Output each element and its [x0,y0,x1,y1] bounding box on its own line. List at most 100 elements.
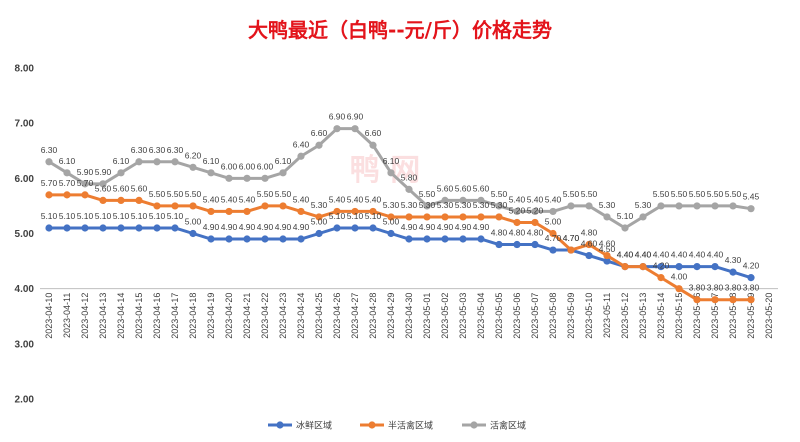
data-point [387,213,395,221]
data-label: 5.10 [95,211,112,221]
y-tick-label: 2.00 [15,395,35,406]
data-label: 5.50 [257,189,274,199]
data-label: 5.50 [149,189,166,199]
data-label: 5.60 [95,183,112,193]
x-tick-label: 2023-05-10 [584,293,594,339]
data-label: 5.10 [347,211,364,221]
data-label: 6.30 [167,145,184,155]
data-point [459,235,467,243]
data-label: 5.10 [617,211,634,221]
data-label: 4.70 [545,233,562,243]
data-point [333,125,341,133]
data-label: 4.20 [743,261,760,271]
x-tick-label: 2023-05-09 [566,293,576,339]
x-tick-label: 2023-05-03 [458,293,468,339]
data-label: 5.00 [311,217,328,227]
data-label: 3.80 [725,283,742,293]
data-labels: 5.10 5.10 5.10 5.10 5.10 5.10 5.10 5.105.004.90… [41,112,760,293]
data-label: 4.80 [491,228,508,238]
data-label: 4.90 [473,222,490,232]
data-point [99,224,107,232]
data-point [63,224,71,232]
data-point [153,202,161,210]
y-axis: 2.00 3.00 4.00 5.00 6.00 7.00 8.00 [15,64,35,406]
data-point [477,213,485,221]
data-label: 6.20 [185,150,202,160]
data-point [621,224,629,232]
data-label: 5.30 [383,200,400,210]
data-label: 5.00 [383,217,400,227]
data-point [369,141,377,149]
x-tick-label: 2023-04-19 [206,293,216,339]
data-label: 5.60 [473,183,490,193]
data-point [333,207,341,216]
data-point [621,263,629,271]
y-tick-label: 7.00 [15,119,35,130]
legend-marker [470,421,478,429]
legend: 冰鲜区域 半活禽区域 活禽区域 [268,420,526,432]
data-label: 5.50 [563,189,580,199]
legend-label: 半活禽区域 [388,420,433,432]
data-point [261,235,269,243]
data-label: 5.80 [401,172,418,182]
data-label: 5.50 [671,189,688,199]
data-label: 4.40 [653,250,670,260]
data-point [297,152,305,160]
data-point [603,213,611,221]
data-point [171,224,179,232]
data-label: 4.90 [455,222,472,232]
data-point [513,207,521,216]
data-point [135,224,143,232]
data-label: 5.50 [185,189,202,199]
data-label: 5.10 [113,211,130,221]
data-point [747,205,755,213]
data-label: 4.40 [671,250,688,260]
data-point [117,224,125,232]
x-tick-label: 2023-05-01 [422,293,432,339]
x-tick-label: 2023-05-16 [692,293,702,339]
data-point [81,191,89,199]
data-label: 5.30 [401,200,418,210]
data-point [369,224,377,232]
data-point [531,218,539,227]
data-point [279,235,287,243]
data-point [81,224,89,232]
data-point [297,207,305,216]
x-tick-label: 2023-05-08 [548,293,558,339]
data-point [279,169,287,177]
legend-marker [276,421,284,429]
data-label: 6.40 [293,139,310,149]
x-tick-label: 2023-04-26 [332,293,342,339]
data-point [513,240,521,249]
x-tick-label: 2023-04-23 [278,293,288,339]
data-label: 4.90 [275,222,292,232]
data-label: 5.70 [77,178,94,188]
x-tick-label: 2023-04-15 [134,293,144,339]
x-tick-label: 2023-04-13 [98,293,108,339]
data-label: 4.60 [599,239,616,249]
data-point [585,240,593,249]
data-point [351,224,359,232]
data-point [387,229,395,238]
data-point [423,213,431,221]
watermark-text: 鸭 网 [350,153,420,188]
data-point [639,213,647,221]
data-label: 5.50 [419,189,436,199]
data-label: 5.10 [41,211,58,221]
data-label: 4.60 [581,239,598,249]
data-label: 4.90 [221,222,238,232]
data-label: 5.60 [437,183,454,193]
data-label: 3.80 [707,283,724,293]
data-point [477,196,485,204]
data-label: 6.30 [131,145,148,155]
data-label: 5.90 [77,167,94,177]
data-label: 5.40 [545,194,562,204]
x-tick-label: 2023-04-28 [368,293,378,339]
data-point [351,125,359,133]
data-label: 5.60 [455,183,472,193]
data-point [207,235,215,243]
data-point [711,202,719,210]
data-label: 4.70 [563,233,580,243]
legend-label: 冰鲜区域 [296,420,332,432]
x-tick-label: 2023-04-27 [350,293,360,339]
